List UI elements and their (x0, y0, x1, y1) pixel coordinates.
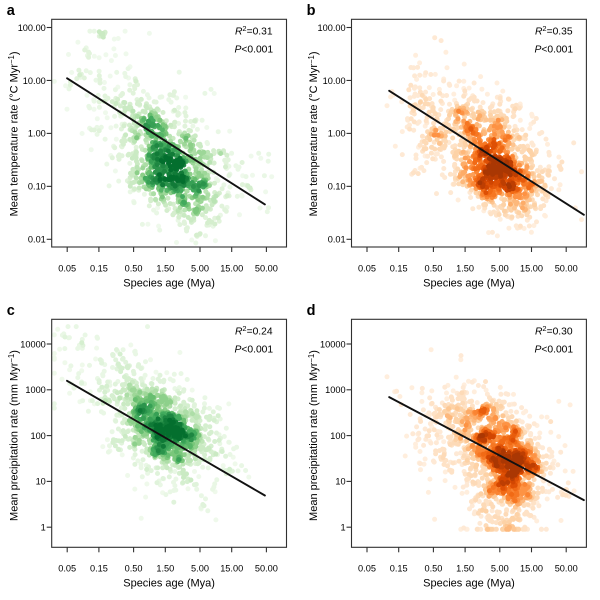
svg-text:0.05: 0.05 (58, 564, 76, 574)
svg-text:R2=0.24: R2=0.24 (235, 324, 273, 337)
svg-text:c: c (7, 303, 15, 319)
svg-text:100.00: 100.00 (18, 23, 46, 33)
svg-text:5.00: 5.00 (491, 564, 509, 574)
svg-text:100: 100 (330, 431, 345, 441)
svg-text:15.00: 15.00 (520, 564, 543, 574)
svg-text:50.00: 50.00 (555, 564, 578, 574)
svg-text:10000: 10000 (320, 339, 346, 349)
svg-text:0.05: 0.05 (358, 264, 376, 274)
svg-text:5.00: 5.00 (491, 264, 509, 274)
svg-text:10: 10 (36, 477, 46, 487)
svg-text:0.15: 0.15 (390, 264, 408, 274)
svg-text:0.15: 0.15 (90, 264, 108, 274)
svg-text:Species age (Mya): Species age (Mya) (123, 278, 215, 290)
svg-text:1.50: 1.50 (156, 564, 174, 574)
svg-text:5.00: 5.00 (191, 264, 209, 274)
svg-text:1.50: 1.50 (456, 564, 474, 574)
svg-text:5.00: 5.00 (191, 564, 209, 574)
svg-text:1.50: 1.50 (456, 264, 474, 274)
svg-text:0.50: 0.50 (424, 264, 442, 274)
svg-text:0.15: 0.15 (390, 564, 408, 574)
svg-text:Mean precipitation rate (mm My: Mean precipitation rate (mm Myr−1) (307, 350, 320, 521)
svg-text:P<0.001: P<0.001 (534, 45, 573, 56)
svg-text:Species age (Mya): Species age (Mya) (423, 278, 515, 290)
svg-text:1: 1 (41, 523, 46, 533)
svg-text:P<0.001: P<0.001 (234, 345, 273, 356)
svg-text:50.00: 50.00 (255, 264, 278, 274)
svg-text:10.00: 10.00 (23, 76, 46, 86)
svg-text:15.00: 15.00 (520, 264, 543, 274)
svg-text:1000: 1000 (325, 385, 345, 395)
svg-text:R2=0.31: R2=0.31 (235, 24, 273, 37)
svg-text:0.10: 0.10 (328, 182, 346, 192)
svg-text:1: 1 (340, 523, 345, 533)
svg-text:Species age (Mya): Species age (Mya) (123, 578, 215, 590)
svg-text:0.50: 0.50 (424, 564, 442, 574)
svg-text:0.10: 0.10 (28, 182, 46, 192)
svg-text:15.00: 15.00 (220, 564, 243, 574)
svg-text:0.01: 0.01 (328, 235, 346, 245)
svg-text:d: d (307, 303, 316, 319)
svg-text:50.00: 50.00 (555, 264, 578, 274)
svg-text:0.05: 0.05 (358, 564, 376, 574)
svg-text:0.50: 0.50 (125, 564, 143, 574)
svg-text:1.00: 1.00 (28, 129, 46, 139)
svg-text:b: b (307, 3, 316, 19)
svg-text:0.05: 0.05 (58, 264, 76, 274)
svg-text:a: a (7, 3, 16, 19)
svg-text:100: 100 (30, 431, 45, 441)
svg-text:Mean precipitation rate (mm My: Mean precipitation rate (mm Myr−1) (7, 350, 20, 521)
svg-text:10000: 10000 (20, 339, 46, 349)
svg-text:Mean temperature rate (°C Myr−: Mean temperature rate (°C Myr−1) (307, 51, 320, 216)
svg-text:Mean temperature rate (°C Myr−: Mean temperature rate (°C Myr−1) (7, 51, 20, 216)
svg-text:100.00: 100.00 (317, 23, 345, 33)
svg-text:P<0.001: P<0.001 (534, 345, 573, 356)
svg-text:0.01: 0.01 (28, 235, 46, 245)
svg-text:P<0.001: P<0.001 (234, 45, 273, 56)
svg-text:15.00: 15.00 (220, 264, 243, 274)
svg-text:R2=0.35: R2=0.35 (535, 24, 573, 37)
svg-text:R2=0.30: R2=0.30 (535, 324, 573, 337)
svg-text:0.50: 0.50 (125, 264, 143, 274)
svg-text:10: 10 (335, 477, 345, 487)
svg-text:1.50: 1.50 (156, 264, 174, 274)
svg-text:10.00: 10.00 (323, 76, 346, 86)
svg-text:50.00: 50.00 (255, 564, 278, 574)
svg-text:1.00: 1.00 (328, 129, 346, 139)
svg-text:1000: 1000 (25, 385, 45, 395)
svg-text:Species age (Mya): Species age (Mya) (423, 578, 515, 590)
svg-text:0.15: 0.15 (90, 564, 108, 574)
